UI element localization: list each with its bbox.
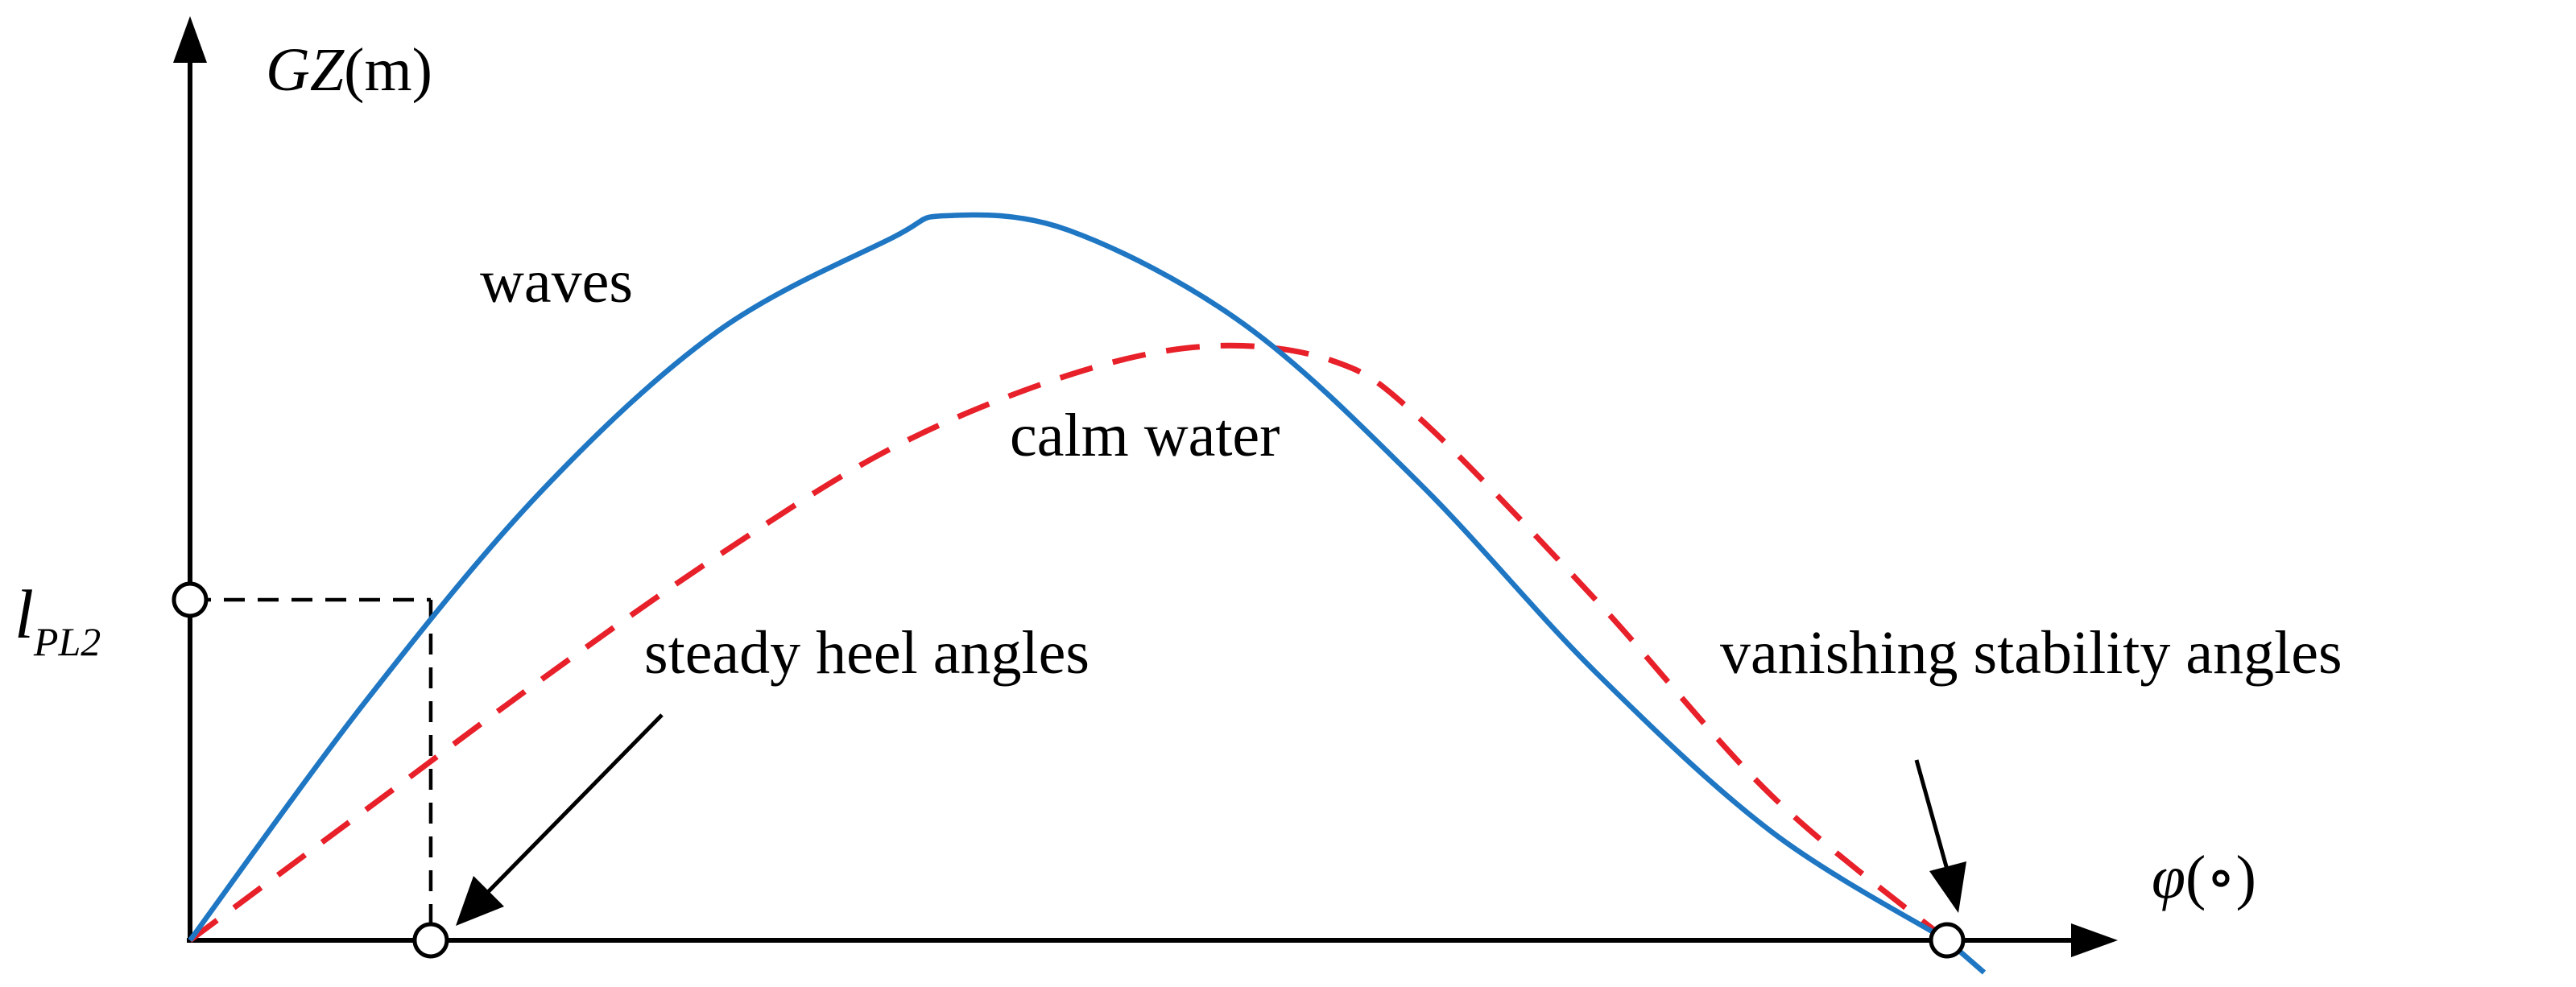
vanishing-stability-marker bbox=[1929, 922, 1966, 959]
axes bbox=[173, 16, 2118, 957]
guide-y-marker bbox=[172, 581, 209, 618]
y-axis-arrowhead bbox=[173, 16, 207, 63]
annotation-steady-heel: steady heel angles bbox=[644, 619, 1090, 687]
x-axis-label: φ(∘) bbox=[2152, 844, 2256, 911]
y-axis-label-unit: (m) bbox=[344, 36, 432, 104]
calm-water-curve bbox=[188, 342, 1950, 943]
waves-curve bbox=[188, 212, 1987, 975]
guide-y-label-sub: PL2 bbox=[33, 619, 101, 664]
x-axis-label-var: φ bbox=[2152, 844, 2185, 911]
y-axis-label-var: GZ bbox=[266, 36, 345, 104]
vanishing-arrowhead bbox=[1929, 861, 1966, 913]
x-axis-arrowhead bbox=[2071, 923, 2118, 957]
waves-series-label: waves bbox=[480, 248, 633, 316]
calm-water-series-label: calm water bbox=[1010, 402, 1280, 469]
x-axis-label-unit: (∘) bbox=[2185, 844, 2256, 911]
guide-y-label: lPL2 bbox=[14, 576, 101, 664]
guide-y-label-main: l bbox=[14, 576, 34, 653]
steady-heel-arrow-shaft bbox=[486, 713, 664, 894]
steady-heel-arrowhead bbox=[456, 876, 504, 926]
steady-heel-guides bbox=[190, 597, 433, 940]
vanishing-arrow-shaft bbox=[1914, 759, 1950, 870]
annotation-vanishing-stability: vanishing stability angles bbox=[1720, 619, 2342, 687]
steady-heel-marker bbox=[412, 922, 449, 959]
y-axis-label: GZ(m) bbox=[266, 36, 432, 104]
